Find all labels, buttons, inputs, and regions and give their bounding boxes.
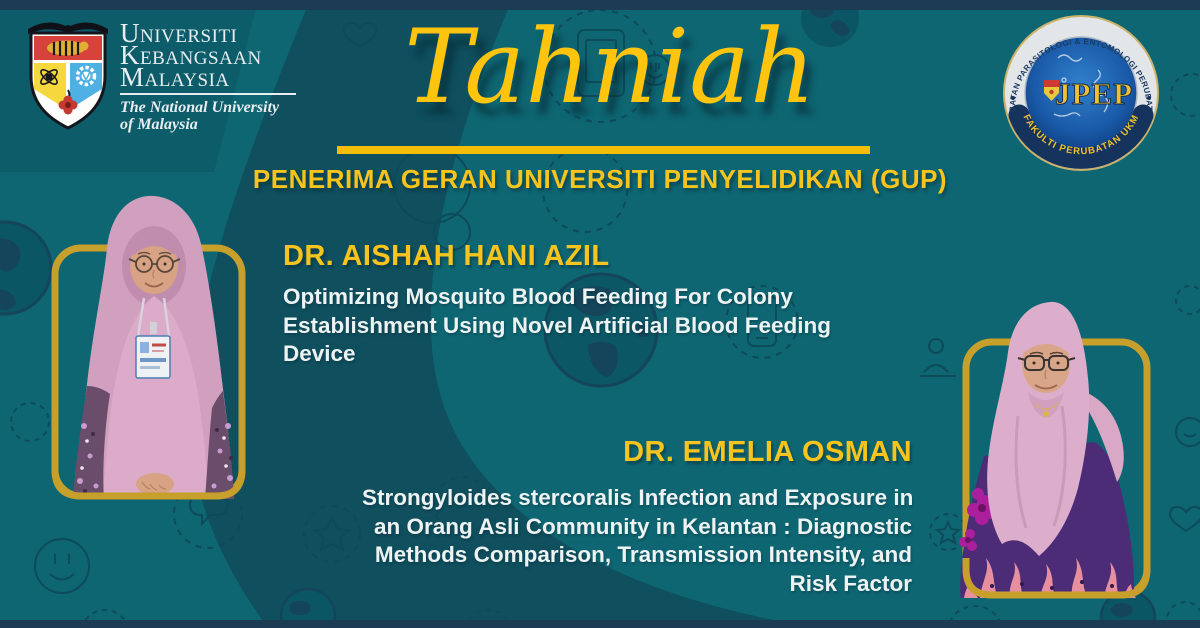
dashed-circle-doodle <box>462 609 514 628</box>
dashed-circle-doodle <box>1170 73 1200 117</box>
photo-frame-bottom <box>51 458 246 500</box>
flower-pattern <box>959 488 999 551</box>
heart-icon <box>342 22 378 49</box>
recipient-project-aishah: Optimizing Mosquito Blood Feeding For Co… <box>283 283 831 369</box>
jpep-bottom-band <box>1008 104 1154 169</box>
dashed-circle-doodle <box>433 476 491 534</box>
jpep-logo: JPEP JABATAN PARASITOLOGI & ENTOMOLOGI P… <box>1002 14 1159 171</box>
heart-icon <box>1168 506 1200 533</box>
tablet-icon <box>577 29 625 97</box>
project-line: Strongyloides stercoralis Infection and … <box>362 485 914 510</box>
dashed-circle-doodle <box>946 605 1004 628</box>
recipient-name-emelia: DR. EMELIA OSMAN <box>623 436 912 468</box>
jpep-acronym: JPEP <box>1055 76 1133 111</box>
project-line: Optimizing Mosquito Blood Feeding For Co… <box>283 284 793 309</box>
photo-aishah <box>51 195 246 500</box>
ukm-tagline-line1: The National University <box>120 99 280 116</box>
photo-frame-bottom <box>962 558 1151 599</box>
phone-icon <box>725 285 799 359</box>
person-aishah <box>73 195 234 499</box>
project-line: an Orang Asli Community in Kelantan : Di… <box>374 513 912 539</box>
dashed-circle-doodle <box>1166 601 1200 628</box>
project-line: Device <box>283 341 356 366</box>
project-line: Risk Factor <box>789 570 912 596</box>
id-badge <box>135 335 171 379</box>
photo-emelia <box>959 301 1151 599</box>
title-script: Tahniah <box>404 8 816 127</box>
recipient-name-aishah: DR. AISHAH HANI AZIL <box>283 240 610 272</box>
parasite-doodles <box>1053 54 1109 117</box>
circle-doodle <box>433 213 471 251</box>
tablet-screen <box>585 39 617 83</box>
ukm-divider <box>120 93 296 95</box>
ukm-crest-icon <box>28 22 108 130</box>
project-line: Establishment Using Novel Artificial Blo… <box>283 312 831 338</box>
jpep-mini-crest <box>1044 80 1059 101</box>
ukm-name-line2: Kebangsaan <box>120 40 262 70</box>
dashed-circle-doodle <box>80 609 130 628</box>
title-underline <box>337 146 870 154</box>
dashed-circle-doodle <box>10 402 50 442</box>
speech-bubble-icon <box>1175 417 1200 447</box>
floral-pattern <box>77 423 233 493</box>
ukm-name-line1: Universiti <box>120 18 238 48</box>
ukm-wordmark: Universiti Kebangsaan Malaysia The Natio… <box>120 18 296 133</box>
person-icon <box>920 338 956 377</box>
recipient-project-emelia: Strongyloides stercoralis Infection and … <box>362 484 914 598</box>
tablet-doodle-circle <box>543 9 657 123</box>
ukm-name-line3: Malaysia <box>120 62 230 92</box>
swoosh-shape <box>189 0 818 628</box>
top-border-bar <box>0 0 1200 10</box>
globe-icon <box>0 0 1157 628</box>
ukm-tagline-line2: of Malaysia <box>120 116 198 133</box>
smiley-icon <box>34 538 90 594</box>
smiley-icon <box>639 54 671 86</box>
star-icon <box>303 505 361 563</box>
dashed-circle-doodle <box>1175 285 1200 315</box>
bottom-border-bar <box>0 620 1200 628</box>
subtitle: PENERIMA GERAN UNIVERSITI PENYELIDIKAN (… <box>252 164 948 194</box>
project-line: Methods Comparison, Transmission Intensi… <box>374 542 912 567</box>
